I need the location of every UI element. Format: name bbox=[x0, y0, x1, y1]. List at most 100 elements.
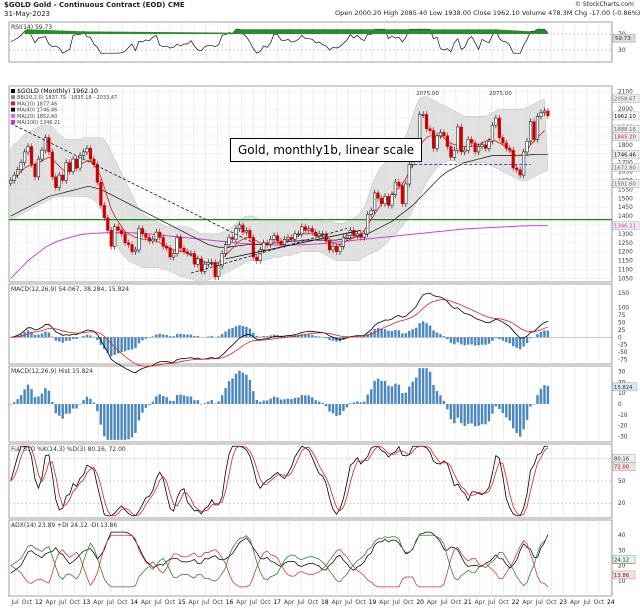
hist-bar bbox=[352, 402, 356, 404]
candle-body bbox=[355, 233, 359, 236]
candle-body bbox=[120, 230, 124, 235]
hist-bar bbox=[113, 404, 116, 440]
macd-histogram-bar bbox=[512, 337, 515, 347]
macd-histogram-bar bbox=[536, 334, 539, 338]
macd-histogram-bar bbox=[487, 337, 491, 344]
x-tick-label: Oct bbox=[22, 599, 33, 606]
macd-histogram-bar bbox=[245, 326, 248, 338]
candle-body bbox=[317, 233, 321, 236]
macd-histogram-bar bbox=[141, 337, 144, 341]
candle-body bbox=[178, 237, 183, 249]
macd-histogram-bar bbox=[40, 333, 44, 338]
macd-histogram-bar bbox=[61, 337, 64, 343]
macd-histogram-bar bbox=[47, 332, 51, 338]
candle-body bbox=[61, 174, 65, 181]
candle-body bbox=[466, 139, 470, 151]
candle-body bbox=[341, 237, 345, 247]
price-value-box bbox=[612, 179, 640, 188]
candle-body bbox=[130, 244, 134, 252]
ma100-line bbox=[10, 225, 548, 279]
candle-body bbox=[154, 231, 158, 240]
hist-bar bbox=[168, 400, 172, 404]
macd-histogram-bar bbox=[71, 337, 75, 340]
minus-di-line bbox=[10, 534, 549, 588]
macd-histogram-bar bbox=[539, 331, 543, 338]
adx-value-box bbox=[612, 570, 636, 580]
x-tick-label: Jul bbox=[296, 599, 305, 606]
x-tick-label: 19 bbox=[369, 599, 377, 606]
hist-bar bbox=[193, 400, 196, 404]
macd-histogram-bar bbox=[110, 337, 113, 357]
macd-histogram-bar bbox=[220, 334, 224, 338]
macd-histogram-bar bbox=[414, 327, 418, 338]
hist-bar bbox=[487, 404, 491, 422]
candle-body bbox=[289, 237, 294, 240]
hist-tick: 10 bbox=[618, 391, 626, 397]
macd-histogram-bar bbox=[130, 337, 134, 350]
hist-bar bbox=[252, 391, 255, 404]
legend-swatch bbox=[11, 101, 15, 106]
candle-body bbox=[85, 148, 89, 153]
x-tick-label: 14 bbox=[130, 599, 138, 606]
candle-body bbox=[539, 112, 543, 117]
x-tick-label: 24 bbox=[607, 599, 615, 606]
hist-bar bbox=[363, 401, 366, 404]
macd-histogram-bar bbox=[411, 329, 414, 338]
x-tick-label: Apr bbox=[93, 599, 104, 606]
x-tick-label: Apr bbox=[189, 599, 200, 606]
macd-histogram-bar bbox=[439, 334, 442, 338]
hist-bar bbox=[387, 385, 390, 404]
hist-bar bbox=[75, 404, 78, 409]
hist-bar bbox=[151, 401, 155, 404]
candle-body bbox=[522, 151, 526, 176]
candle-body bbox=[29, 146, 34, 165]
hist-bar bbox=[227, 381, 231, 404]
hist-bar bbox=[120, 404, 123, 440]
hist-bar bbox=[290, 399, 293, 404]
hist-bar bbox=[61, 404, 64, 419]
macd-histogram-bar bbox=[58, 337, 61, 342]
hist-bar bbox=[272, 396, 276, 404]
hist-tick: 30 bbox=[618, 369, 626, 375]
adx-tick: 30 bbox=[618, 548, 626, 554]
hist-bar bbox=[207, 401, 210, 404]
candle-body bbox=[508, 148, 512, 151]
hist-bar bbox=[179, 394, 182, 404]
candle-body bbox=[151, 238, 155, 242]
candle-body bbox=[102, 205, 106, 219]
candle-body bbox=[494, 117, 498, 126]
candle-body bbox=[265, 242, 269, 245]
candle-body bbox=[251, 237, 255, 258]
hist-bar bbox=[220, 395, 224, 404]
hist-bar bbox=[331, 404, 335, 414]
candle-body bbox=[78, 155, 82, 169]
hist-bar bbox=[217, 401, 220, 404]
macd-histogram-bar bbox=[380, 328, 383, 338]
hist-bar bbox=[411, 381, 414, 404]
candle-body bbox=[192, 253, 196, 265]
macd-histogram-bar bbox=[359, 336, 362, 338]
hist-bar bbox=[460, 404, 463, 424]
sto-tick: 50 bbox=[618, 479, 626, 485]
chart-date: 31-May-2023 bbox=[4, 10, 51, 18]
candle-body bbox=[279, 240, 283, 245]
candle-body bbox=[116, 226, 120, 231]
macd-histogram-bar bbox=[401, 333, 404, 338]
macd-histogram-bar bbox=[546, 330, 550, 338]
macd-histogram-bar bbox=[408, 330, 411, 338]
x-tick-label: Apr bbox=[475, 599, 486, 606]
x-tick-label: 12 bbox=[35, 599, 43, 606]
macd-histogram-bar bbox=[92, 336, 96, 338]
price-value-label: 1888.16 bbox=[614, 127, 637, 133]
candle-body bbox=[26, 146, 30, 153]
hist-bar bbox=[144, 404, 148, 408]
hist-bar bbox=[96, 404, 99, 412]
macd-tick: 100 bbox=[618, 306, 629, 312]
hist-bar bbox=[130, 404, 134, 438]
hist-bar bbox=[342, 404, 345, 412]
macd-histogram-bar bbox=[19, 334, 23, 338]
x-tick-label: Apr bbox=[379, 599, 390, 606]
macd-histogram-bar bbox=[123, 337, 127, 352]
macd-histogram-bar bbox=[383, 328, 387, 338]
macd-histogram-bar bbox=[99, 337, 103, 345]
